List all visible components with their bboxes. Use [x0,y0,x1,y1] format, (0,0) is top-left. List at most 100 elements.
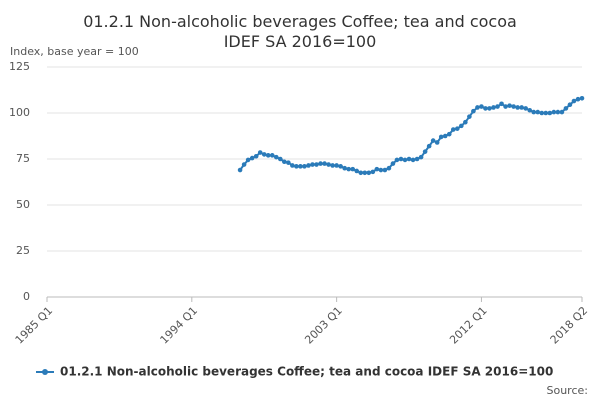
data-point [269,153,275,158]
data-point [551,109,557,115]
data-point [475,105,480,110]
x-tick-label: 1994 Q1 [158,304,201,347]
data-point [338,164,343,169]
data-point [310,162,315,167]
data-point [571,98,577,104]
data-point [539,110,545,116]
data-point [491,105,496,110]
data-point [358,170,364,176]
data-point [511,104,516,109]
y-tick-label: 50 [16,198,30,211]
data-point [273,154,279,160]
y-tick-label: 100 [9,106,30,119]
data-point [515,105,520,110]
data-point [237,167,243,173]
data-point [467,114,472,119]
data-point [543,110,549,116]
data-point [386,165,392,171]
data-point [314,162,319,167]
x-tick-label: 2012 Q1 [447,304,490,347]
legend-marker [42,369,48,375]
data-point [382,167,388,173]
data-point [398,156,404,162]
data-point [459,123,464,129]
data-point [575,96,581,102]
data-point [245,157,251,163]
data-point [406,156,412,162]
data-point [479,104,484,109]
data-point [463,119,468,125]
data-point [374,166,380,172]
data-point [326,162,331,167]
data-point [366,170,372,176]
data-point [342,165,347,171]
data-point [414,156,420,162]
data-point [547,110,553,116]
data-point [438,134,444,140]
source: Source: [547,384,589,397]
data-point [249,155,255,161]
data-point [298,164,303,169]
data-point [422,149,428,154]
data-point [507,103,512,108]
data-point [446,131,452,137]
data-point [527,107,533,113]
data-point [362,170,368,176]
data-point [370,169,376,175]
data-point [282,159,287,165]
data-point [450,127,456,132]
data-point [306,163,311,168]
data-point [322,161,327,166]
data-point [442,133,448,139]
data-point [318,161,323,166]
data-point [579,95,585,101]
data-point [418,154,424,160]
data-point [434,140,440,145]
data-point [503,104,508,109]
data-point [455,126,460,131]
data-point [559,109,565,115]
data-point [555,109,561,115]
data-point [430,138,436,143]
y-tick-label: 75 [16,152,30,165]
y-axis-label: Index, base year = 100 [10,45,139,58]
x-tick-label: 1985 Q1 [13,304,56,347]
data-point [390,161,396,166]
data-point [302,164,307,169]
data-point [426,143,432,149]
data-point [261,152,267,157]
legend-label: 01.2.1 Non-alcoholic beverages Coffee; t… [60,365,553,379]
y-tick-label: 0 [23,290,30,303]
chart-title-line: 01.2.1 Non-alcoholic beverages Coffee; t… [83,12,517,31]
data-point [402,157,408,163]
data-point [499,101,504,107]
data-point [410,157,416,163]
data-point [350,166,356,172]
data-point [334,163,339,168]
data-point [290,163,295,168]
data-point [278,156,283,162]
data-point [531,109,537,115]
y-tick-label: 125 [9,60,30,73]
data-point [523,106,528,111]
data-point [567,102,573,108]
data-point [519,105,524,110]
chart-title: 01.2.1 Non-alcoholic beverages Coffee; t… [83,12,517,51]
x-tick-label: 2018 Q2 [548,304,591,347]
data-point [378,167,384,173]
data-point [535,109,541,115]
y-tick-label: 25 [16,244,30,257]
data-point [495,104,500,109]
data-point [487,106,492,111]
x-tick-label: 2003 Q1 [302,304,345,347]
data-point [257,150,263,155]
data-point [294,164,299,169]
chart-title-line: IDEF SA 2016=100 [224,32,377,51]
data-point [354,168,360,174]
data-point [241,162,247,167]
data-point [483,106,488,111]
data-point [563,106,569,111]
data-point [265,153,271,158]
data-point [346,166,351,172]
